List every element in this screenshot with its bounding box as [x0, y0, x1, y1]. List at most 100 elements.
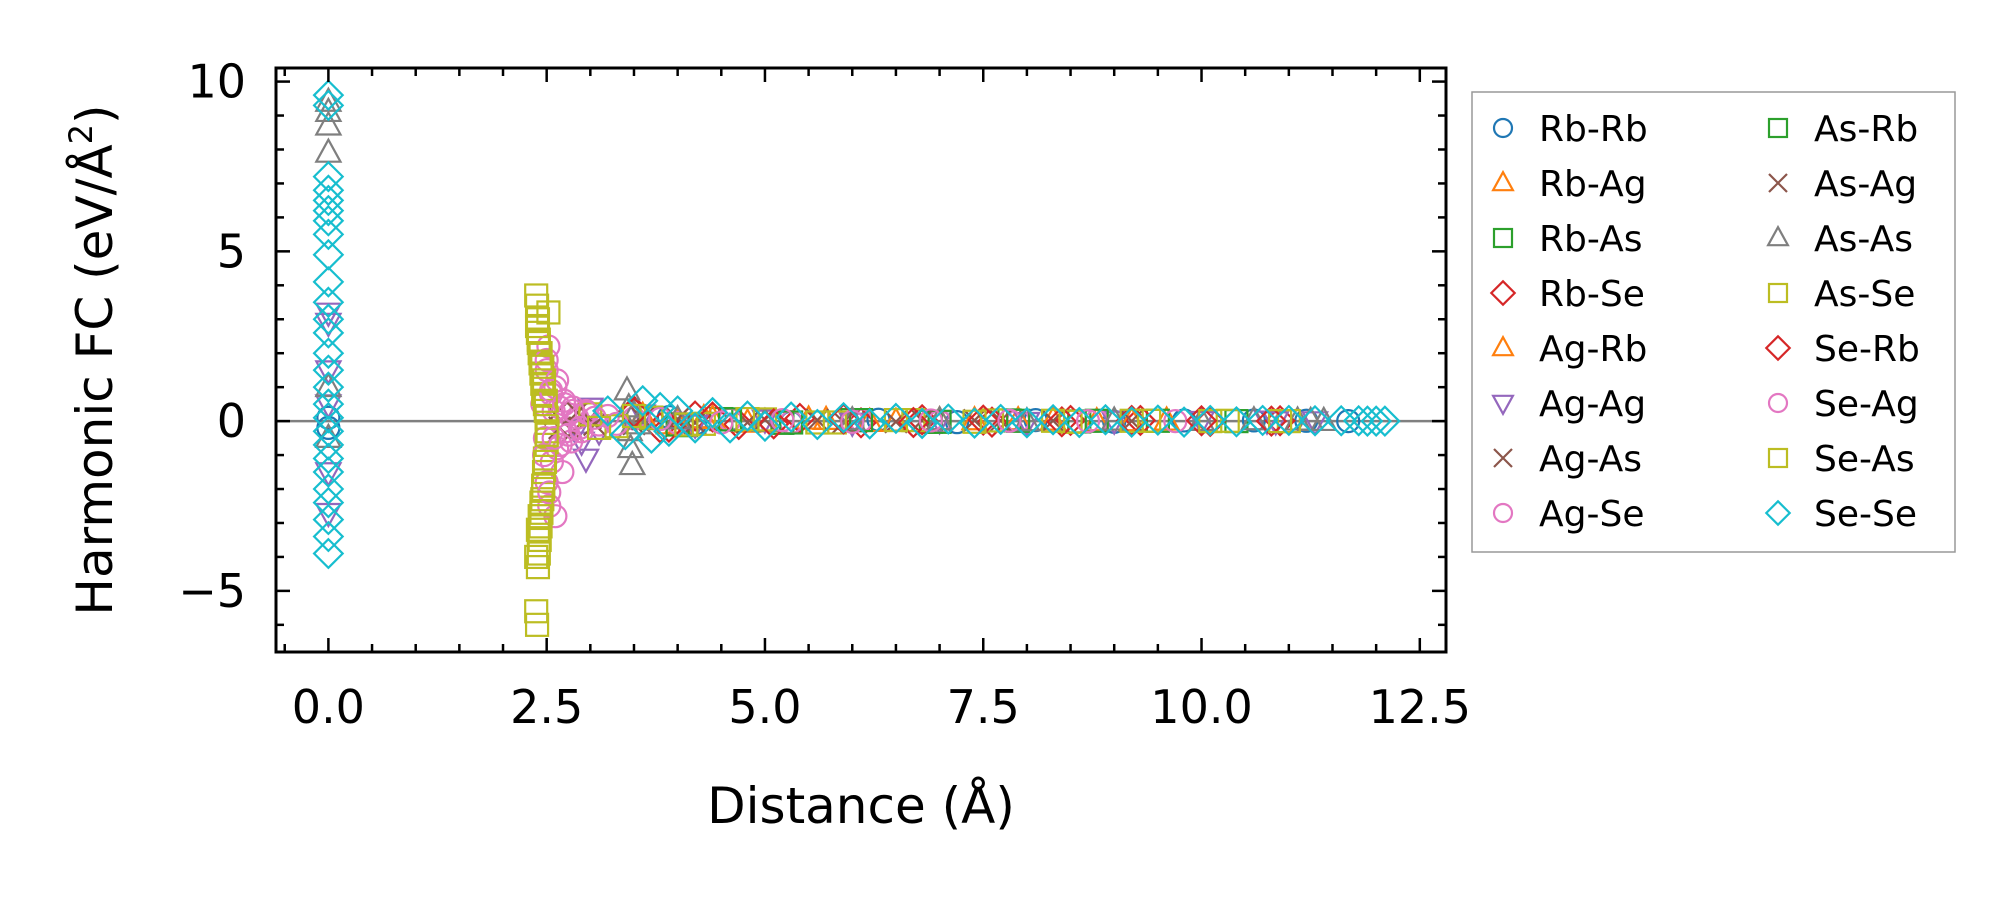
data-point: [927, 409, 952, 434]
data-point: [1198, 409, 1223, 434]
y-tick-label: 10: [187, 55, 246, 109]
data-point: [534, 347, 559, 373]
data-point: [1063, 406, 1096, 439]
x-tick-label: 7.5: [947, 680, 1020, 734]
data-point: [1011, 406, 1043, 439]
data-point: [827, 401, 860, 434]
data-point: [529, 490, 554, 515]
data-point: [524, 313, 550, 339]
data-point: [316, 405, 341, 430]
data-point: [906, 407, 938, 440]
data-point: [530, 354, 555, 379]
data-point: [534, 422, 559, 447]
data-point: [524, 599, 549, 624]
data-point: [1194, 404, 1227, 437]
legend-label: Rb-As: [1539, 219, 1642, 260]
data-point: [1325, 404, 1358, 437]
data-point: [635, 422, 668, 454]
data-point: [770, 407, 795, 433]
data-point: [312, 89, 345, 122]
data-point: [997, 408, 1022, 433]
legend-marker: [1768, 173, 1788, 193]
data-points: [312, 79, 1401, 637]
legend-marker: [1493, 448, 1513, 468]
data-point: [312, 79, 345, 112]
data-point: [314, 110, 343, 136]
legend-item-se-ag: Se-Ag: [1767, 384, 1919, 425]
legend-marker: [1764, 499, 1792, 527]
data-point: [1168, 406, 1200, 438]
legend-marker: [1491, 334, 1515, 357]
legend-item-ag-se: Ag-Se: [1492, 494, 1644, 535]
data-point: [883, 407, 909, 433]
data-point: [1037, 403, 1069, 436]
data-point: [958, 407, 991, 440]
data-point: [661, 395, 694, 427]
data-point: [591, 395, 624, 427]
data-point: [312, 184, 345, 217]
data-point: [312, 238, 345, 271]
legend-item-as-se: As-Se: [1767, 274, 1915, 315]
data-point: [1124, 404, 1157, 437]
data-point: [1058, 409, 1083, 434]
data-point: [845, 406, 877, 439]
legend-label: As-As: [1814, 219, 1913, 260]
plot-frame: [274, 66, 1448, 654]
legend-marker: [1767, 117, 1789, 139]
data-point: [524, 612, 550, 637]
data-point: [1299, 404, 1331, 437]
legend-marker: [1489, 279, 1517, 307]
data-point: [618, 449, 647, 476]
legend-label: Rb-Rb: [1539, 109, 1648, 150]
data-point: [962, 409, 987, 434]
data-point: [1115, 404, 1148, 437]
data-point: [897, 406, 930, 439]
data-point: [312, 371, 345, 404]
data-point: [560, 398, 585, 424]
legend-label: Se-As: [1814, 439, 1915, 480]
legend-label: Ag-Se: [1539, 494, 1644, 535]
x-axis-label: Distance (Å): [707, 777, 1015, 835]
data-point: [1268, 409, 1293, 434]
data-point: [527, 504, 552, 529]
legend-marker: [1766, 224, 1790, 247]
data-point: [984, 403, 1017, 436]
legend-item-rb-se: Rb-Se: [1489, 274, 1645, 315]
x-tick-label: 2.5: [510, 680, 583, 734]
data-point: [574, 400, 599, 425]
legend-label: Rb-Se: [1539, 274, 1645, 315]
legend-label: Rb-Ag: [1539, 164, 1647, 205]
data-point: [779, 410, 804, 435]
data-point: [314, 360, 343, 386]
data-point: [312, 442, 345, 475]
y-axis-label-sup: 2: [62, 124, 100, 144]
data-point: [1142, 404, 1174, 436]
data-point: [1272, 404, 1305, 437]
data-point: [312, 520, 345, 553]
data-point: [312, 473, 345, 505]
data-point: [1187, 410, 1216, 437]
y-tick-label: 5: [217, 224, 246, 278]
x-tick-label: 10.0: [1150, 680, 1252, 734]
data-point: [1054, 404, 1087, 437]
y-tick-label: −5: [178, 564, 246, 618]
legend-marker: [1491, 394, 1515, 417]
data-point: [312, 337, 345, 370]
data-point: [979, 408, 1005, 433]
legend-label: As-Ag: [1814, 164, 1917, 205]
legend-label: As-Se: [1814, 274, 1915, 315]
y-tick-label: 0: [217, 394, 246, 448]
data-point: [312, 204, 345, 237]
data-point: [1115, 406, 1148, 438]
legend-label: Se-Ag: [1814, 384, 1919, 425]
legend-label: Ag-Rb: [1539, 329, 1647, 370]
data-point: [696, 396, 729, 429]
data-point: [1119, 408, 1144, 433]
data-point: [524, 544, 549, 570]
data-point: [312, 537, 345, 570]
data-point: [1075, 409, 1101, 434]
data-point: [918, 408, 943, 433]
series-se-as: [524, 313, 1293, 570]
